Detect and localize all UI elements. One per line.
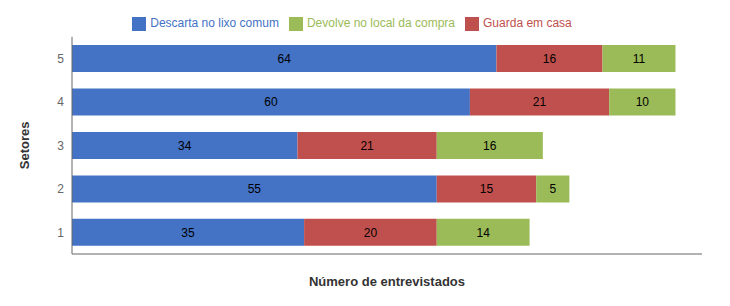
- svg-text:Número de entrevistados: Número de entrevistados: [309, 274, 465, 289]
- svg-text:64: 64: [278, 52, 292, 66]
- svg-text:4: 4: [57, 95, 64, 109]
- svg-text:14: 14: [476, 226, 490, 240]
- svg-text:Setores: Setores: [17, 122, 32, 170]
- html-text:Descarta no lixo comum: Descarta no lixo comum: [150, 16, 279, 30]
- svg-text:21: 21: [360, 139, 374, 153]
- svg-text:34: 34: [178, 139, 192, 153]
- svg-text:16: 16: [483, 139, 497, 153]
- svg-text:15: 15: [480, 182, 494, 196]
- svg-text:10: 10: [636, 95, 650, 109]
- svg-text:35: 35: [181, 226, 195, 240]
- svg-text:11: 11: [633, 52, 646, 66]
- svg-text:60: 60: [264, 95, 278, 109]
- svg-text:3: 3: [57, 139, 64, 153]
- svg-text:55: 55: [248, 182, 262, 196]
- svg-text:21: 21: [533, 95, 547, 109]
- html-text:Guarda em casa: Guarda em casa: [483, 16, 572, 30]
- svg-text:2: 2: [57, 182, 64, 196]
- svg-text:1: 1: [57, 226, 64, 240]
- svg-text:5: 5: [549, 182, 556, 196]
- svg-text:20: 20: [364, 226, 378, 240]
- svg-text:5: 5: [57, 52, 64, 66]
- html-text:Devolve no local da compra: Devolve no local da compra: [307, 16, 455, 30]
- svg-text:16: 16: [543, 52, 557, 66]
